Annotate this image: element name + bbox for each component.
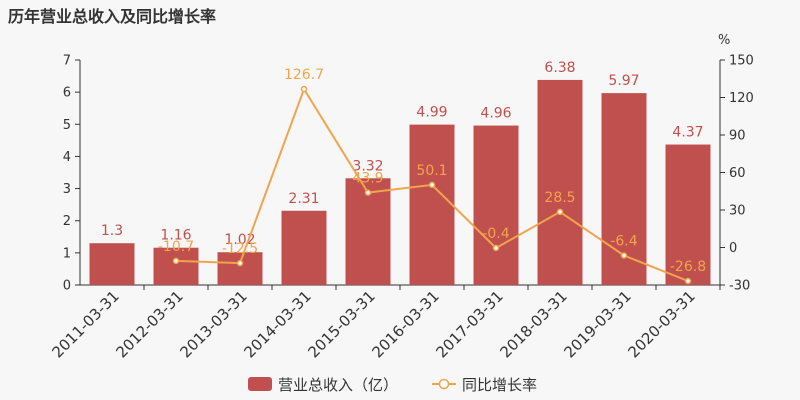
y-right-tick-label: -30 bbox=[729, 279, 750, 294]
legend-line-marker bbox=[438, 378, 450, 390]
bar bbox=[89, 243, 135, 285]
growth-rate-point bbox=[364, 189, 372, 196]
x-tick-label: 2016-03-31 bbox=[368, 287, 442, 361]
growth-rate-data-label: -10.7 bbox=[158, 239, 194, 255]
bar-data-label: 5.97 bbox=[608, 73, 639, 89]
y-left-tick-label: 1 bbox=[63, 246, 71, 261]
y-right-tick-label: 90 bbox=[729, 129, 746, 144]
growth-rate-point bbox=[492, 244, 500, 252]
growth-rate-data-label: 50.1 bbox=[416, 163, 447, 179]
x-tick-label: 2013-03-31 bbox=[176, 287, 250, 361]
bar bbox=[409, 124, 455, 285]
x-tick-label: 2017-03-31 bbox=[432, 287, 506, 361]
bar bbox=[665, 144, 711, 285]
bar-data-label: 2.31 bbox=[288, 191, 319, 207]
bar bbox=[345, 178, 391, 285]
bar bbox=[473, 125, 519, 285]
growth-rate-data-label: 28.5 bbox=[544, 190, 575, 206]
growth-rate-point bbox=[556, 208, 564, 216]
growth-rate-point bbox=[236, 259, 244, 267]
legend-bar-swatch bbox=[248, 377, 272, 391]
y-right-tick-label: 150 bbox=[729, 54, 754, 69]
bar-data-label: 1.16 bbox=[160, 228, 191, 244]
x-tick-label: 2018-03-31 bbox=[496, 287, 570, 361]
growth-rate-point bbox=[620, 252, 628, 259]
growth-rate-data-label: 126.7 bbox=[284, 67, 324, 83]
x-tick-label: 2020-03-31 bbox=[624, 287, 698, 361]
growth-rate-point bbox=[428, 181, 436, 189]
bar bbox=[153, 247, 199, 285]
y-left-tick-label: 6 bbox=[63, 86, 71, 101]
x-tick-label: 2015-03-31 bbox=[304, 287, 378, 361]
y-right-unit-label: % bbox=[718, 33, 730, 48]
growth-rate-data-label: -26.8 bbox=[670, 259, 706, 275]
legend-bar-label: 营业总收入（亿） bbox=[278, 376, 398, 394]
y-left-tick-label: 7 bbox=[63, 54, 71, 69]
x-tick-label: 2014-03-31 bbox=[240, 287, 314, 361]
y-left-tick-label: 4 bbox=[63, 150, 71, 165]
y-left-tick-label: 5 bbox=[63, 118, 71, 133]
bar-data-label: 6.38 bbox=[544, 60, 575, 76]
bar-data-label: 4.99 bbox=[416, 105, 447, 121]
growth-rate-data-label: -6.4 bbox=[610, 234, 637, 250]
y-right-tick-label: 120 bbox=[729, 91, 754, 106]
bar bbox=[281, 210, 327, 285]
bar bbox=[537, 79, 583, 285]
y-left-tick-label: 0 bbox=[63, 279, 71, 294]
growth-rate-point bbox=[172, 257, 180, 265]
growth-rate-data-label: -12.5 bbox=[222, 241, 258, 257]
x-tick-label: 2019-03-31 bbox=[560, 287, 634, 361]
bar-data-label: 3.32 bbox=[352, 158, 383, 174]
y-right-tick-label: 0 bbox=[729, 241, 737, 256]
bar-data-label: 4.96 bbox=[480, 106, 511, 122]
y-right-tick-label: 60 bbox=[729, 166, 746, 181]
chart-title: 历年营业总收入及同比增长率 bbox=[8, 7, 217, 26]
growth-rate-point bbox=[684, 277, 692, 285]
bar-data-label: 1.3 bbox=[101, 223, 123, 239]
y-right-tick-label: 30 bbox=[729, 204, 746, 219]
growth-rate-data-label: 43.9 bbox=[352, 171, 383, 187]
y-left-tick-label: 3 bbox=[63, 182, 71, 197]
x-tick-label: 2012-03-31 bbox=[112, 287, 186, 361]
x-tick-label: 2011-03-31 bbox=[48, 287, 122, 361]
bar bbox=[217, 252, 263, 285]
legend-line-label: 同比增长率 bbox=[462, 376, 537, 394]
bar-data-label: 4.37 bbox=[672, 125, 703, 141]
y-left-tick-label: 2 bbox=[63, 214, 71, 229]
growth-rate-point bbox=[300, 85, 308, 93]
growth-rate-data-label: -0.4 bbox=[482, 226, 509, 242]
